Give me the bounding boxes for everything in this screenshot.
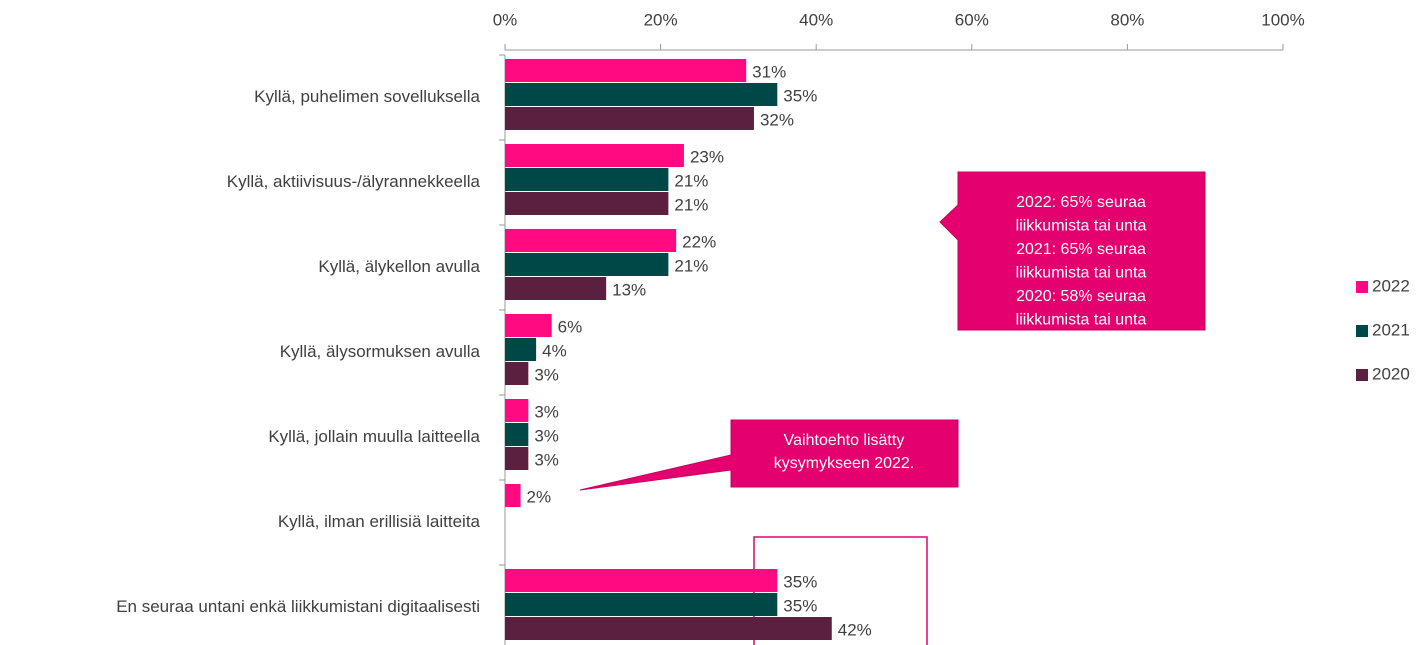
bar (505, 253, 669, 276)
data-label: 3% (534, 402, 559, 421)
bar (505, 192, 669, 215)
legend-label: 2022 (1372, 276, 1410, 295)
callout-text: Vaihtoehto lisätty (784, 432, 905, 449)
bar (505, 362, 529, 385)
legend-label: 2021 (1372, 320, 1410, 339)
callout-text: 2020: 58% seuraa (1016, 288, 1146, 305)
bar (505, 447, 529, 470)
bar (505, 338, 537, 361)
callout-box (939, 171, 1206, 331)
bar (505, 107, 754, 130)
data-label: 35% (783, 596, 817, 615)
data-label: 23% (690, 147, 724, 166)
y-tick-label: Kyllä, älykellon avulla (318, 257, 480, 276)
data-label: 4% (542, 341, 567, 360)
x-tick-label: 80% (1110, 10, 1144, 29)
bar (505, 617, 832, 640)
bar (505, 423, 529, 446)
data-label: 2% (527, 487, 552, 506)
callout-text: liikkumista tai unta (1016, 265, 1147, 282)
data-label: 22% (682, 232, 716, 251)
callout-text: liikkumista tai unta (1016, 312, 1147, 329)
data-label: 13% (612, 280, 646, 299)
callout-text: liikkumista tai unta (1016, 218, 1147, 235)
x-tick-label: 0% (493, 10, 518, 29)
bar (505, 59, 747, 82)
x-tick-label: 40% (799, 10, 833, 29)
data-label: 3% (534, 450, 559, 469)
legend-label: 2020 (1372, 364, 1410, 383)
bar (505, 83, 778, 106)
bar (505, 229, 677, 252)
callout-text: 2021: 65% seuraa (1016, 241, 1146, 258)
legend-swatch (1356, 325, 1368, 337)
bar (505, 569, 778, 592)
data-label: 35% (783, 572, 817, 591)
data-label: 32% (760, 110, 794, 129)
y-tick-label: Kyllä, jollain muulla laitteella (268, 427, 480, 446)
y-tick-label: Kyllä, aktiivisuus-/älyrannekkeella (227, 172, 481, 191)
x-tick-label: 20% (644, 10, 678, 29)
data-label: 35% (783, 86, 817, 105)
data-label: 42% (838, 620, 872, 639)
bar (505, 484, 521, 507)
y-tick-label: Kyllä, ilman erillisiä laitteita (278, 512, 481, 531)
bar (505, 277, 607, 300)
data-label: 6% (558, 317, 583, 336)
x-tick-label: 100% (1261, 10, 1304, 29)
x-tick-label: 60% (955, 10, 989, 29)
bar (505, 399, 529, 422)
bar (505, 314, 552, 337)
bar (505, 168, 669, 191)
y-tick-label: Kyllä, puhelimen sovelluksella (254, 87, 480, 106)
bar (505, 593, 778, 616)
callout-text: 2022: 65% seuraa (1016, 194, 1146, 211)
data-label: 3% (534, 426, 559, 445)
legend-swatch (1356, 369, 1368, 381)
callout-text: kysymykseen 2022. (774, 455, 915, 472)
data-label: 21% (674, 195, 708, 214)
bar (505, 144, 684, 167)
callout-box (579, 419, 959, 491)
legend-swatch (1356, 281, 1368, 293)
data-label: 31% (752, 62, 786, 81)
y-tick-label: Kyllä, älysormuksen avulla (280, 342, 481, 361)
data-label: 21% (674, 256, 708, 275)
data-label: 3% (534, 365, 559, 384)
y-tick-label: En seuraa untani enkä liikkumistani digi… (116, 597, 480, 616)
data-label: 21% (674, 171, 708, 190)
